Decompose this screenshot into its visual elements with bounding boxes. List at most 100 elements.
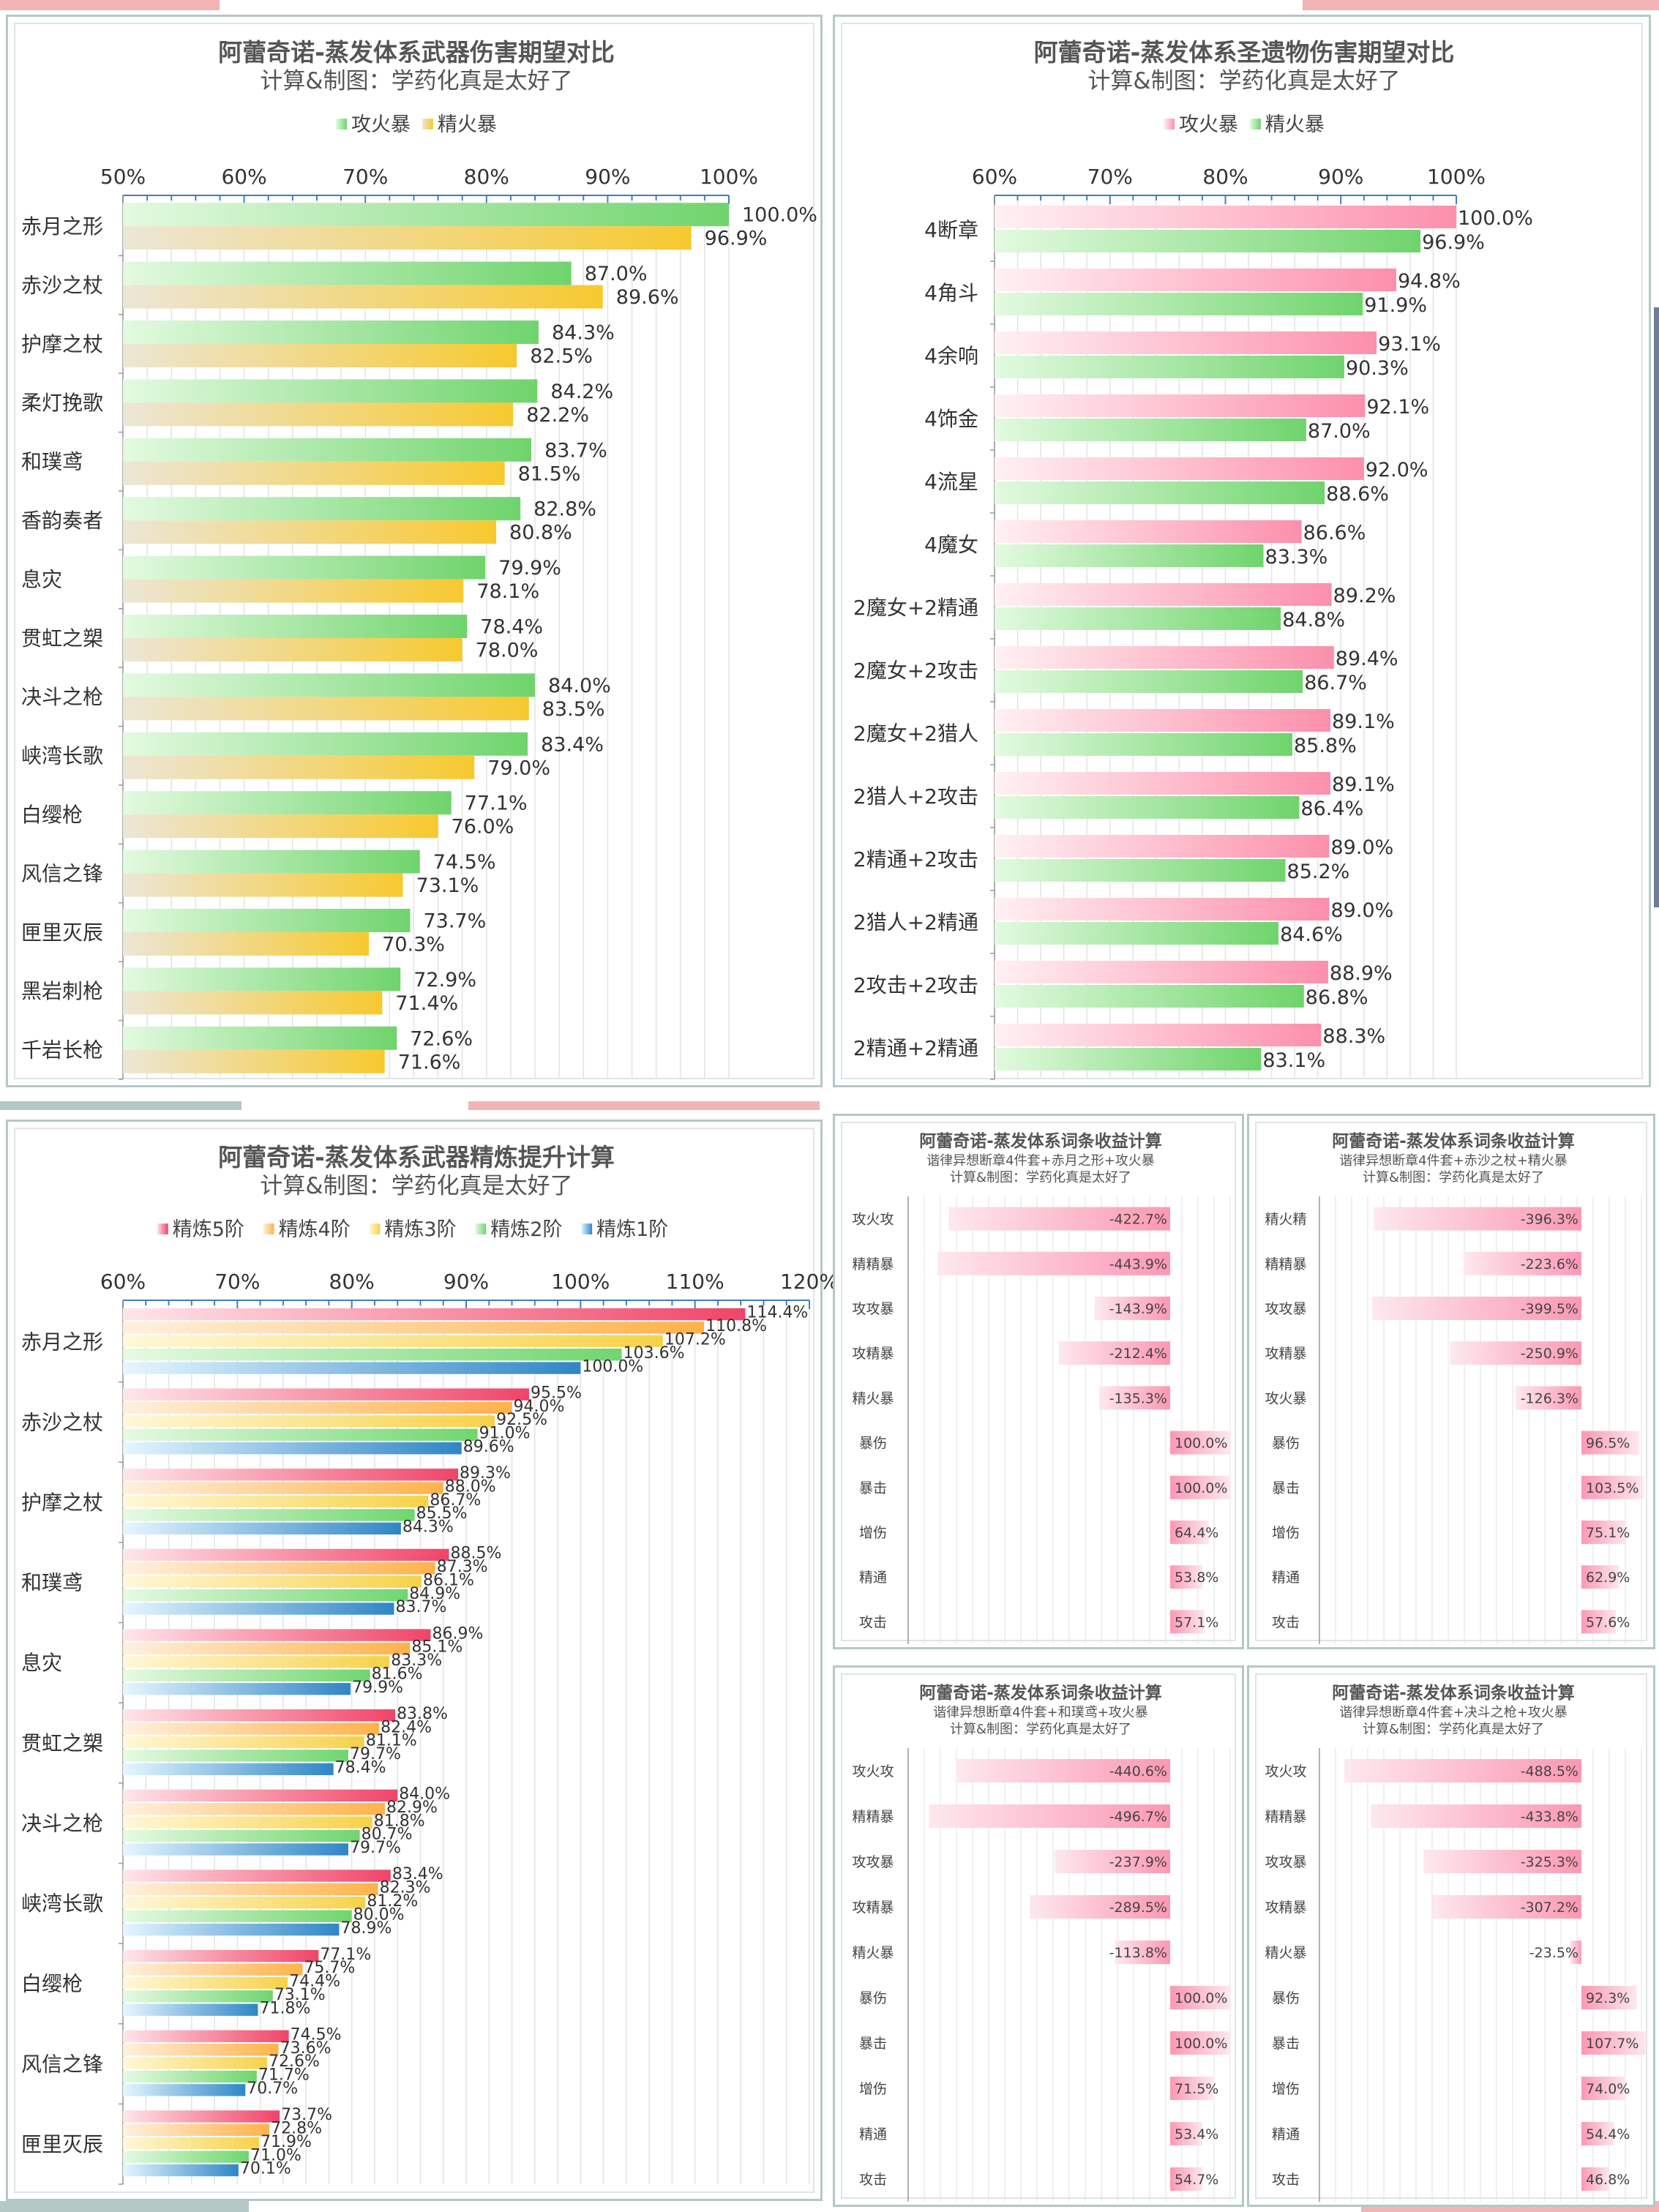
bar [123,1763,334,1775]
data-label: 86.9% [432,1624,484,1643]
bar [1170,1610,1205,1634]
bar [123,1401,512,1414]
bar [123,2070,257,2083]
bar [995,796,1300,819]
bar [995,293,1363,315]
data-label: 89.0% [1330,899,1393,922]
category-label: 4饰金 [924,407,978,431]
category-label: 白缨枪 [21,1972,83,1996]
data-label: 74.0% [1586,2081,1630,2097]
stat-gain-panel-3: 阿蕾奇诺-蒸发体系词条收益计算 谐律异想断章4件套+和璞鸢+攻火暴 计算&制图：… [833,1665,1244,2207]
data-label: 83.5% [542,698,605,721]
bar [995,835,1330,858]
data-label: 92.5% [496,1411,547,1429]
data-label: 91.9% [1364,294,1427,317]
x-tick-label: 60% [100,1270,146,1294]
bar [123,1548,449,1561]
category-label: 风信之锋 [21,2052,103,2076]
category-label: 攻火暴 [1265,1390,1306,1406]
category-label: 2攻击+2攻击 [853,973,978,997]
bar [995,670,1303,693]
data-label: 81.8% [374,1812,425,1830]
data-label: 72.8% [271,2119,322,2137]
bar [123,1308,746,1321]
legend-label: 精炼1阶 [596,1218,668,1241]
data-label: 82.2% [526,404,589,427]
bar [1030,1895,1170,1919]
bar [995,356,1344,378]
data-label: 73.6% [280,2039,332,2058]
data-label: 84.3% [552,321,615,344]
data-label: 94.0% [514,1398,565,1416]
data-label: 95.5% [531,1384,582,1402]
bar [995,520,1302,543]
data-label: 90.3% [1346,357,1409,380]
data-label: 100.0% [1175,1990,1227,2006]
data-label: 54.7% [1175,2172,1218,2188]
data-label: 82.4% [381,1718,432,1736]
bar [929,1804,1170,1828]
bar [123,1656,390,1668]
bar [123,285,603,309]
legend-label: 精炼5阶 [173,1218,244,1241]
category-label: 精精暴 [1265,1809,1306,1825]
category-label: 攻攻暴 [1265,1301,1306,1317]
data-label: -433.8% [1521,1809,1579,1825]
bar [123,850,420,874]
data-label: 92.3% [1586,1990,1630,2006]
x-tick-label: 80% [464,165,509,189]
bar [123,520,497,544]
bar [123,1750,348,1762]
x-tick-label: 120% [780,1270,839,1294]
data-label: 83.8% [397,1705,448,1723]
bar [123,1442,462,1455]
category-label: 黑岩刺枪 [21,979,103,1003]
bar [123,1629,431,1641]
bar [1450,1341,1581,1365]
bar [123,1736,364,1749]
category-label: 攻精暴 [1265,1900,1306,1916]
data-label: 89.1% [1332,773,1395,796]
chart-subtitle: 谐律异想断章4件套+和璞鸢+攻火暴 [933,1705,1148,1720]
chart-title: 阿蕾奇诺-蒸发体系词条收益计算 [919,1131,1162,1151]
data-label: 73.1% [416,874,479,897]
chart-title: 阿蕾奇诺-蒸发体系武器伤害期望对比 [218,38,615,67]
bar [1094,1297,1170,1320]
data-label: 86.8% [1306,986,1368,1009]
category-label: 攻击 [859,1614,887,1630]
category-label: 精通 [1272,2126,1300,2142]
data-label: 88.6% [1326,483,1389,506]
data-label: 88.3% [1322,1025,1385,1048]
bar [123,991,383,1015]
data-label: 85.5% [416,1504,468,1523]
bar [123,615,468,638]
data-label: 89.1% [1332,711,1395,733]
category-label: 暴击 [859,1480,887,1496]
bar [1581,1431,1640,1455]
legend-label: 精炼2阶 [490,1218,562,1241]
category-label: 白缨枪 [21,803,83,827]
bar [1344,1759,1581,1782]
bar [1581,2122,1614,2145]
bar [123,1870,391,1882]
data-label: -143.9% [1109,1301,1167,1317]
bar [123,1722,380,1735]
bar [123,732,528,756]
bar [1099,1386,1170,1410]
data-label: 83.1% [1262,1049,1325,1072]
bar [995,985,1304,1008]
data-label: 89.4% [1336,648,1398,670]
data-label: 81.5% [518,462,581,485]
data-label: -488.5% [1521,1763,1579,1780]
refinement-chart: 阿蕾奇诺-蒸发体系武器精炼提升计算 计算&制图：学药化真是太好了 精炼5阶 精炼4… [21,1143,839,2185]
category-label: 攻精暴 [1265,1346,1306,1362]
data-label: 96.5% [1586,1436,1630,1452]
bar [123,1335,663,1348]
data-label: 100.0% [1175,2036,1227,2052]
data-label: -135.3% [1109,1390,1167,1406]
chart-title: 阿蕾奇诺-蒸发体系词条收益计算 [1332,1683,1575,1703]
data-label: -396.3% [1521,1212,1579,1228]
chart-credit: 计算&制图：学药化真是太好了 [1363,1722,1544,1737]
data-label: 73.1% [274,1986,326,2004]
legend-swatch [422,119,433,130]
